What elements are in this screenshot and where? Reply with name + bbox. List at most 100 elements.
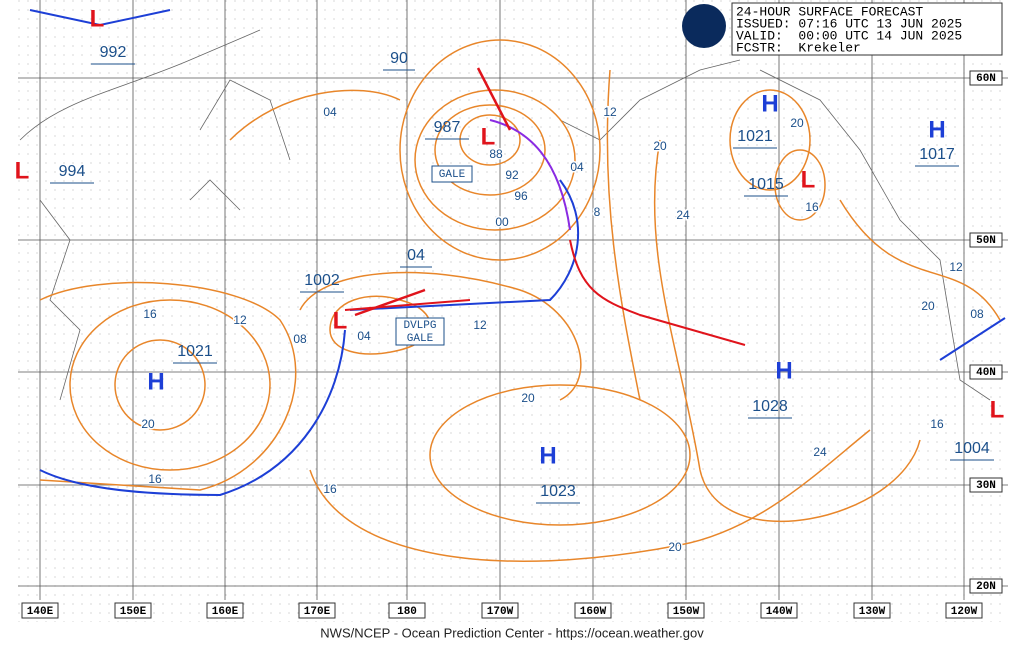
latitude-label: 40N [976,367,996,379]
isobars [39,39,1001,562]
latitude-label: 20N [976,581,996,593]
warning-label: GALE [439,169,466,181]
lon-box [574,602,612,619]
isobar-label: 20 [921,299,935,313]
pressure-label: 1004 [954,440,990,457]
latitude-label: 50N [976,235,996,247]
longitude-label: 140E [27,606,54,618]
lat-box [969,364,1003,380]
isobar-label: 12 [473,318,487,332]
lat-box [969,578,1003,594]
isobar-label: 12 [603,105,617,119]
isobar-label: 12 [233,313,247,327]
pressure-label: 994 [59,163,86,180]
noaa-logo [682,4,726,48]
isobar-label: 16 [323,482,337,496]
isobar-label: 88 [489,147,503,161]
low-symbol: L [990,396,1005,423]
pressure-label: 1017 [919,146,955,163]
longitude-label: 150E [120,606,147,618]
isobar-label: 16 [805,200,819,214]
isobar-label: 24 [676,208,690,222]
lon-box [760,602,798,619]
high-symbol: H [539,442,556,469]
isobar-label: 92 [505,168,519,182]
pressure-label: 1023 [540,483,576,500]
lat-box [969,70,1003,86]
fronts [29,9,1006,497]
lon-box [298,602,336,619]
lon-box [853,602,891,619]
pressure-label: 1028 [752,398,788,415]
isobar-label: 04 [323,105,337,119]
pressure-label: 1015 [748,176,784,193]
warning-label: GALE [407,333,434,345]
lon-box [114,602,152,619]
low-symbol: L [90,5,105,32]
low-symbol: L [15,157,30,184]
warning-box [431,165,473,183]
isobar-label: 20 [668,540,682,554]
boxed-isobar-label: 90 [390,50,408,67]
isobar-label: 04 [357,329,371,343]
pressure-label: 1002 [304,272,340,289]
isobar-label: 12 [949,260,963,274]
latitude-label: 60N [976,73,996,85]
isobar-label: 20 [653,139,667,153]
pressure-label: 1021 [737,128,773,145]
pressure-label: 987 [434,119,461,136]
longitude-label: 160W [580,606,607,618]
longitude-label: 150W [673,606,700,618]
isobar-label: 04 [570,160,584,174]
isobar-label: 16 [143,307,157,321]
lon-box [206,602,244,619]
longitude-label: 130W [859,606,886,618]
coastlines [19,29,991,401]
isobar-label: 24 [813,445,827,459]
header-box [731,2,1003,56]
lon-box [945,602,983,619]
lon-box [667,602,705,619]
boxed-isobar-label: 04 [407,247,425,264]
graticule: 140E 150E 160E 170E 180 170W 160W 150W 140W 130W 1… [18,0,1008,619]
header-line: FCSTR: Krekeler [736,40,861,55]
header-line: ISSUED: 07:16 UTC 13 JUN 2025 [736,16,962,31]
high-symbol: H [775,357,792,384]
high-symbol: H [761,90,778,117]
isobar-label: 08 [970,307,984,321]
low-symbol: L [333,307,348,334]
lat-box [969,477,1003,493]
longitude-label: 120W [951,606,978,618]
low-symbol: L [801,166,816,193]
lat-box [969,232,1003,248]
pressure-label: 1021 [177,343,213,360]
isobar-label: 20 [790,116,804,130]
header-line: 24-HOUR SURFACE FORECAST [736,4,923,19]
header-line: VALID: 00:00 UTC 14 JUN 2025 [736,28,962,43]
warning-box [395,317,445,346]
high-symbol: H [147,368,164,395]
high-symbol: H [928,116,945,143]
isobar-label: 16 [930,417,944,431]
isobar-label: 00 [495,215,509,229]
isobar-label: 8 [594,205,601,219]
latitude-label: 30N [976,480,996,492]
isobar-label: 20 [141,417,155,431]
isobar-label: 08 [293,332,307,346]
longitude-label: 140W [766,606,793,618]
isobar-label: 16 [148,472,162,486]
longitude-label: 160E [212,606,239,618]
lon-box [481,602,519,619]
isobar-label: 96 [514,189,528,203]
longitude-label: 170E [304,606,331,618]
map-background [18,0,1008,622]
isobar-label: 20 [521,391,535,405]
pressure-label: 992 [100,44,127,61]
lon-box [388,602,426,619]
lon-box [21,602,59,619]
warning-label: DVLPG [403,320,436,332]
longitude-label: 180 [397,606,417,618]
longitude-label: 170W [487,606,514,618]
low-symbol: L [481,123,496,150]
